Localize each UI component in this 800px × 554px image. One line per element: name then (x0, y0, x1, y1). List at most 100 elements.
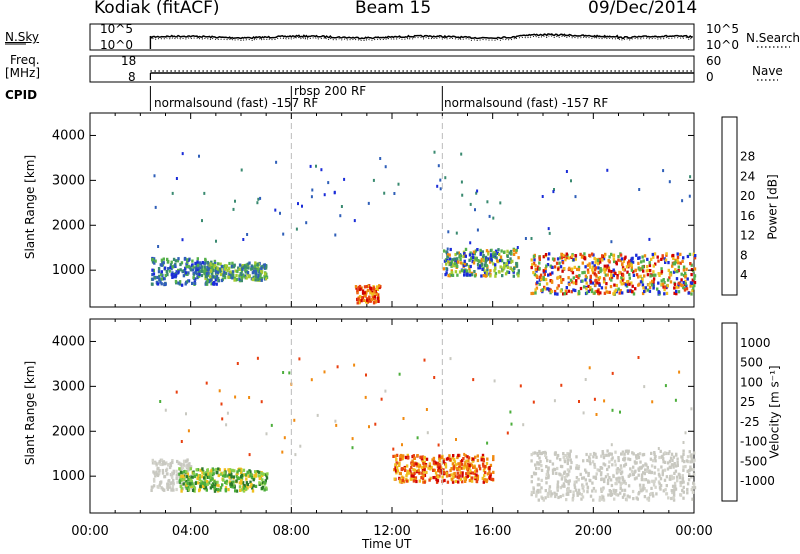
velocity-cell (189, 484, 192, 488)
power-cell (614, 288, 618, 293)
velocity-cell (689, 468, 692, 472)
velocity-cell (483, 465, 487, 469)
velocity-cell (603, 399, 606, 403)
power-cell (274, 208, 277, 212)
power-cell (173, 264, 176, 268)
velocity-cell (475, 480, 479, 484)
power-cell (489, 269, 492, 273)
velocity-cell (258, 476, 261, 481)
power-cell (376, 285, 379, 289)
velocity-cell (181, 465, 185, 469)
power-cell (234, 269, 237, 273)
power-cell (641, 280, 644, 284)
power-cell (654, 262, 657, 266)
velocity-cell (248, 453, 251, 457)
power-cell (508, 251, 511, 255)
velocity-cell (635, 456, 638, 460)
power-cell (556, 257, 560, 261)
power-cell (588, 253, 591, 257)
velocity-cell (468, 464, 471, 468)
power-cell (363, 285, 367, 289)
power-cell (506, 254, 509, 258)
velocity-cell (452, 467, 455, 471)
power-cell (658, 290, 661, 295)
velocity-cell (218, 389, 221, 393)
power-cell (648, 289, 652, 293)
power-cell (259, 196, 262, 200)
power-cell (676, 261, 680, 265)
power-cell (561, 269, 564, 273)
power-cell (244, 268, 247, 272)
power-cell (240, 273, 243, 278)
power-cell (449, 261, 452, 265)
power-cell (641, 255, 644, 259)
power-cell (608, 255, 611, 259)
velocity-cell (675, 453, 678, 457)
power-cell (553, 265, 557, 269)
velocity-cell (577, 488, 581, 492)
power-cell (552, 190, 555, 194)
velocity-cell (626, 451, 630, 455)
velocity-cell (686, 491, 689, 495)
velocity-cell (208, 481, 211, 485)
velocity-cell (633, 477, 637, 481)
power-cell (177, 257, 180, 261)
power-cell (663, 292, 666, 296)
velocity-cell (442, 460, 445, 464)
power-cell (485, 271, 488, 275)
power-cell (243, 274, 247, 278)
velocity-cell (568, 455, 571, 459)
velocity-cell (675, 464, 678, 468)
velocity-cell (627, 457, 630, 461)
nsearch-trace (150, 35, 693, 42)
velocity-cell (206, 468, 209, 472)
velocity-cell (470, 479, 474, 483)
power-cell (570, 267, 574, 271)
velocity-cell (198, 474, 201, 478)
power-cell (186, 260, 189, 264)
velocity-cell (530, 490, 534, 495)
power-cell (361, 289, 365, 293)
velocity-cell (611, 463, 614, 467)
velocity-cell (652, 480, 655, 484)
power-cell (191, 259, 194, 263)
velocity-cell (422, 461, 425, 466)
power-cell (621, 263, 624, 267)
power-cell (673, 291, 676, 295)
power-cell (610, 252, 613, 256)
power-cell (546, 263, 550, 267)
power-cell (463, 270, 466, 274)
velocity-cell (665, 475, 669, 479)
power-cell (676, 270, 679, 274)
velocity-cell (566, 488, 570, 492)
velocity-cell (180, 467, 183, 471)
velocity-cell (649, 457, 653, 461)
power-cell (499, 258, 502, 263)
power-cell (591, 281, 595, 285)
power-cell (581, 271, 584, 275)
velocity-cell (551, 462, 555, 466)
velocity-cell (238, 468, 241, 472)
power-cell (680, 272, 683, 276)
power-cell (676, 252, 679, 256)
velocity-cell (621, 450, 625, 454)
velocity-cell (690, 488, 693, 492)
velocity-cell (265, 432, 268, 436)
velocity-cell (394, 469, 398, 473)
velocity-cell (467, 459, 470, 463)
power-cell (534, 264, 537, 268)
power-colorbar-tick: 20 (740, 189, 755, 203)
power-cell (222, 264, 225, 269)
power-cell (503, 264, 506, 268)
power-cell (376, 296, 379, 300)
velocity-cell (566, 458, 570, 462)
velocity-cell (580, 497, 583, 501)
power-cell (676, 255, 680, 259)
velocity-cell (669, 456, 673, 460)
power-cell (357, 285, 361, 290)
velocity-cell (159, 400, 162, 403)
velocity-cell (592, 455, 595, 459)
power-cell (648, 237, 651, 241)
power-cell (553, 188, 555, 191)
power-ytick-label: 1000 (52, 263, 85, 278)
